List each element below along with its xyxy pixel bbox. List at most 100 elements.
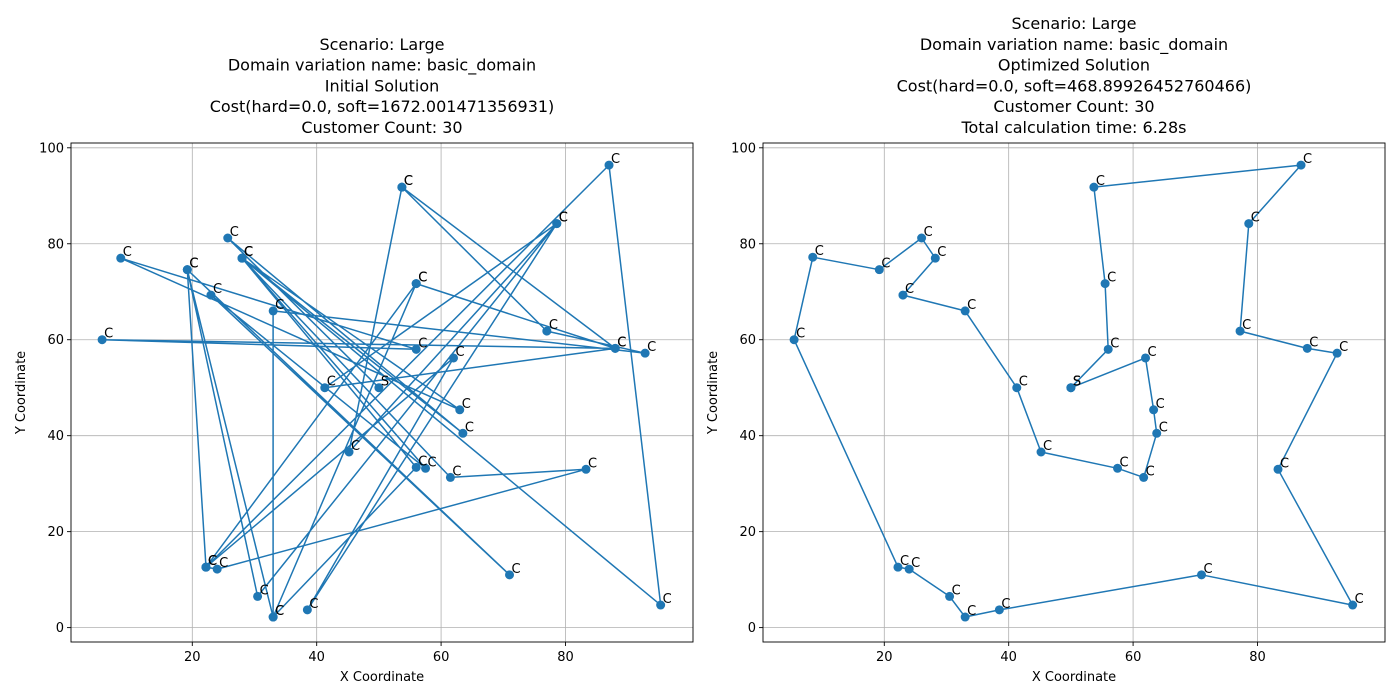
depot-marker	[1066, 383, 1076, 393]
x-axis-label: X Coordinate	[340, 670, 424, 685]
customer-label: C	[189, 257, 198, 272]
customer-marker	[1141, 353, 1151, 363]
customer-label: C	[1309, 335, 1318, 350]
customer-marker	[182, 265, 192, 275]
customer-marker	[223, 233, 233, 243]
customer-label: C	[123, 245, 132, 260]
customer-label: C	[937, 245, 946, 260]
depot-label: S	[381, 375, 389, 390]
y-tick-label: 80	[739, 237, 756, 252]
chart-title-line: Customer Count: 30	[993, 97, 1154, 116]
y-axis-label: Y Coordinate	[14, 351, 29, 435]
chart-title-line: Domain variation name: basic_domain	[228, 56, 536, 76]
x-axis-label: X Coordinate	[1032, 670, 1116, 685]
chart-title-line: Scenario: Large	[1011, 14, 1136, 33]
customer-label: C	[428, 455, 437, 470]
customer-label: C	[924, 225, 933, 240]
customer-label: C	[244, 245, 253, 260]
customer-label: C	[208, 554, 217, 569]
customer-label: C	[647, 340, 656, 355]
chart-title-line: Customer Count: 30	[301, 118, 462, 137]
customer-label: C	[260, 583, 269, 598]
customer-marker	[960, 306, 970, 316]
customer-marker	[1244, 219, 1254, 229]
customer-label: C	[967, 604, 976, 619]
customer-label: C	[559, 211, 568, 226]
customer-marker	[268, 612, 278, 622]
customer-label: C	[1242, 318, 1251, 333]
chart-title-line: Total calculation time: 6.28s	[960, 118, 1186, 137]
customer-label: C	[1148, 345, 1157, 360]
x-tick-label: 60	[433, 650, 450, 665]
customer-label: C	[1146, 464, 1155, 479]
customer-marker	[930, 253, 940, 263]
customer-marker	[397, 182, 407, 192]
x-tick-label: 80	[557, 650, 574, 665]
x-tick-label: 20	[184, 650, 201, 665]
customer-marker	[97, 335, 107, 345]
y-tick-label: 40	[739, 429, 756, 444]
chart-title-line: Domain variation name: basic_domain	[920, 35, 1228, 55]
customer-label: C	[327, 375, 336, 390]
customer-label: C	[1120, 455, 1129, 470]
customer-label: C	[617, 335, 626, 350]
customer-marker	[994, 605, 1004, 615]
customer-label: C	[796, 327, 805, 342]
customer-label: C	[418, 454, 427, 469]
customer-marker	[1100, 279, 1110, 289]
customer-marker	[1235, 326, 1245, 336]
customer-label: C	[1339, 340, 1348, 355]
customer-marker	[268, 306, 278, 316]
customer-label: C	[230, 225, 239, 240]
customer-label: C	[1001, 597, 1010, 612]
customer-label: C	[559, 211, 568, 226]
customer-label: C	[1043, 439, 1052, 454]
customer-label: C	[617, 335, 626, 350]
customer-marker	[1197, 570, 1207, 580]
customer-marker	[302, 605, 312, 615]
customer-marker	[421, 463, 431, 473]
customer-marker	[445, 472, 455, 482]
customer-label: C	[189, 257, 198, 272]
customer-marker	[1152, 428, 1162, 438]
customer-label: C	[588, 456, 597, 471]
y-tick-label: 60	[47, 333, 64, 348]
customer-label: C	[418, 336, 427, 351]
customer-marker	[1348, 600, 1358, 610]
customer-label: C	[1303, 152, 1312, 167]
customer-label: C	[549, 318, 558, 333]
customer-marker	[1302, 343, 1312, 353]
customer-marker	[640, 348, 650, 358]
y-tick-label: 100	[39, 141, 64, 156]
customer-marker	[1012, 383, 1022, 393]
customer-label: C	[418, 271, 427, 286]
y-tick-label: 100	[731, 141, 756, 156]
customer-label: C	[1355, 592, 1364, 607]
customer-marker	[874, 265, 884, 275]
customer-label: C	[244, 245, 253, 260]
customer-label: C	[309, 597, 318, 612]
customer-marker	[904, 564, 914, 574]
customer-marker	[237, 253, 247, 263]
chart-title-line: Cost(hard=0.0, soft=1672.001471356931)	[210, 97, 555, 116]
y-tick-label: 40	[47, 429, 64, 444]
customer-label: C	[404, 174, 413, 189]
customer-marker	[893, 562, 903, 572]
customer-marker	[610, 343, 620, 353]
customer-label: C	[1280, 456, 1289, 471]
customer-label: C	[1204, 562, 1213, 577]
customer-label: C	[465, 420, 474, 435]
customer-marker	[898, 290, 908, 300]
customer-label: C	[418, 271, 427, 286]
customer-marker	[201, 562, 211, 572]
customer-label: C	[1251, 211, 1260, 226]
y-tick-label: 80	[47, 237, 64, 252]
y-tick-label: 0	[748, 621, 756, 636]
depot-label: S	[1073, 375, 1081, 390]
customer-label: C	[104, 327, 113, 342]
customer-label: C	[1019, 375, 1028, 390]
y-tick-label: 20	[47, 525, 64, 540]
x-tick-label: 80	[1249, 650, 1266, 665]
customer-marker	[411, 462, 421, 472]
